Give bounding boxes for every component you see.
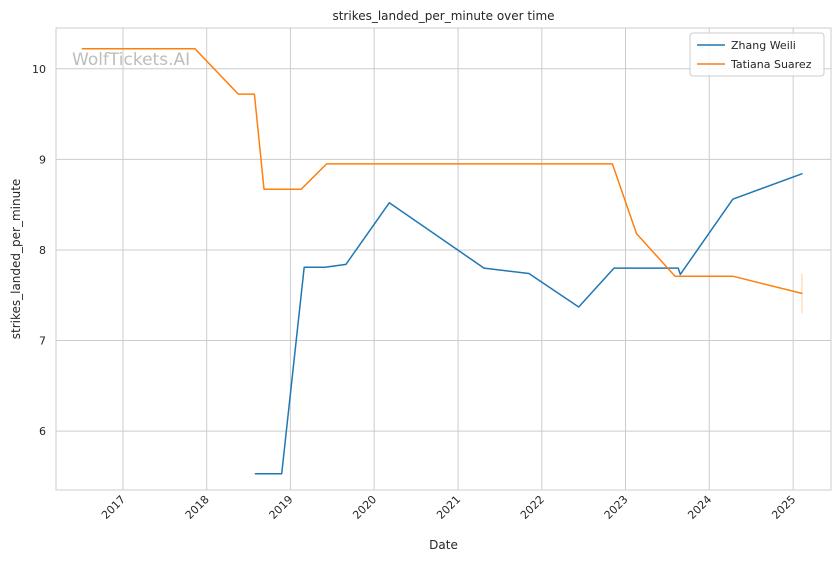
watermark: WolfTickets.AI xyxy=(72,50,190,70)
series-layer xyxy=(81,48,803,475)
y-tick-label: 8 xyxy=(39,244,46,257)
x-tick-label: 2020 xyxy=(350,493,379,522)
x-tick-label: 2023 xyxy=(602,493,631,522)
legend-box xyxy=(689,32,825,77)
x-tick-label: 2018 xyxy=(183,493,212,522)
y-gridlines xyxy=(56,68,831,432)
x-axis-label: Date xyxy=(429,538,458,552)
y-axis-label: strikes_landed_per_minute xyxy=(9,179,23,340)
x-tick-label: 2019 xyxy=(267,493,296,522)
x-tick-label: 2021 xyxy=(434,493,463,522)
series-line-1 xyxy=(81,48,803,295)
x-tick-labels: 2017 2018 2019 2020 2021 2022 2023 2024 2025 xyxy=(99,493,798,522)
y-tick-label: 7 xyxy=(39,335,46,348)
plot-area xyxy=(56,28,831,490)
x-tick-label: 2017 xyxy=(99,493,128,522)
x-tick-label: 2022 xyxy=(518,493,547,522)
plot-frame xyxy=(55,27,832,491)
chart-title: strikes_landed_per_minute over time xyxy=(332,9,554,23)
x-gridlines xyxy=(122,28,794,490)
y-tick-label: 9 xyxy=(39,153,46,166)
y-tick-labels: 6 7 8 9 10 xyxy=(32,63,46,438)
y-tick-label: 10 xyxy=(32,63,46,76)
y-tick-label: 6 xyxy=(39,425,46,438)
series-line-0 xyxy=(254,173,803,475)
x-tick-label: 2025 xyxy=(769,493,798,522)
legend-label: Tatiana Suarez xyxy=(730,58,812,71)
x-tick-label: 2024 xyxy=(685,493,714,522)
legend-label: Zhang Weili xyxy=(731,39,796,52)
legend: Zhang Weili Tatiana Suarez xyxy=(689,32,825,77)
